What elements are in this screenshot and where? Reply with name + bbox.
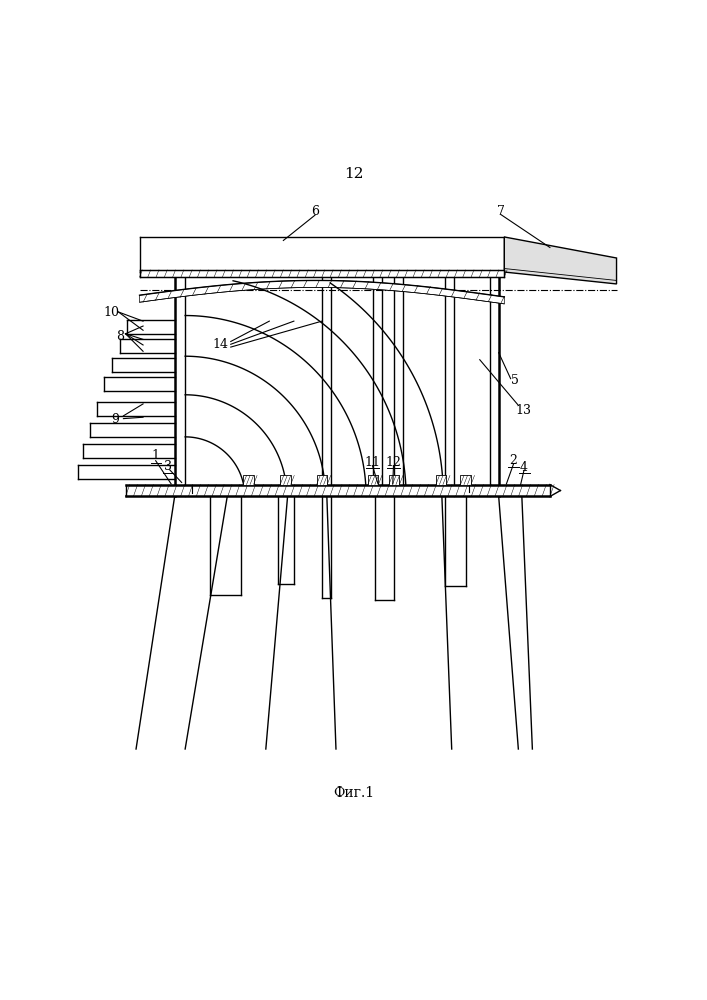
Bar (368, 475, 378, 485)
Text: 3: 3 (163, 460, 172, 473)
Text: 6: 6 (311, 205, 319, 218)
Text: 1: 1 (152, 449, 160, 462)
Bar (243, 475, 254, 485)
Bar (139, 270, 504, 277)
Text: 5: 5 (511, 374, 519, 387)
Text: 11: 11 (364, 456, 380, 469)
Text: 9: 9 (111, 413, 119, 426)
Bar (460, 475, 471, 485)
Text: 12: 12 (385, 456, 402, 469)
Polygon shape (139, 280, 504, 304)
Text: 2: 2 (510, 454, 518, 467)
Bar (280, 475, 291, 485)
Text: 10: 10 (103, 306, 119, 319)
Bar (317, 475, 327, 485)
Polygon shape (504, 237, 617, 284)
Text: 14: 14 (212, 338, 228, 351)
Text: 4: 4 (520, 461, 528, 474)
Bar (126, 485, 550, 496)
Text: Фиг.1: Фиг.1 (333, 786, 374, 800)
Text: 13: 13 (515, 404, 531, 417)
Bar (436, 475, 446, 485)
Text: 7: 7 (497, 205, 505, 218)
Text: 8: 8 (116, 330, 124, 343)
Text: 12: 12 (344, 167, 363, 181)
Bar (389, 475, 399, 485)
